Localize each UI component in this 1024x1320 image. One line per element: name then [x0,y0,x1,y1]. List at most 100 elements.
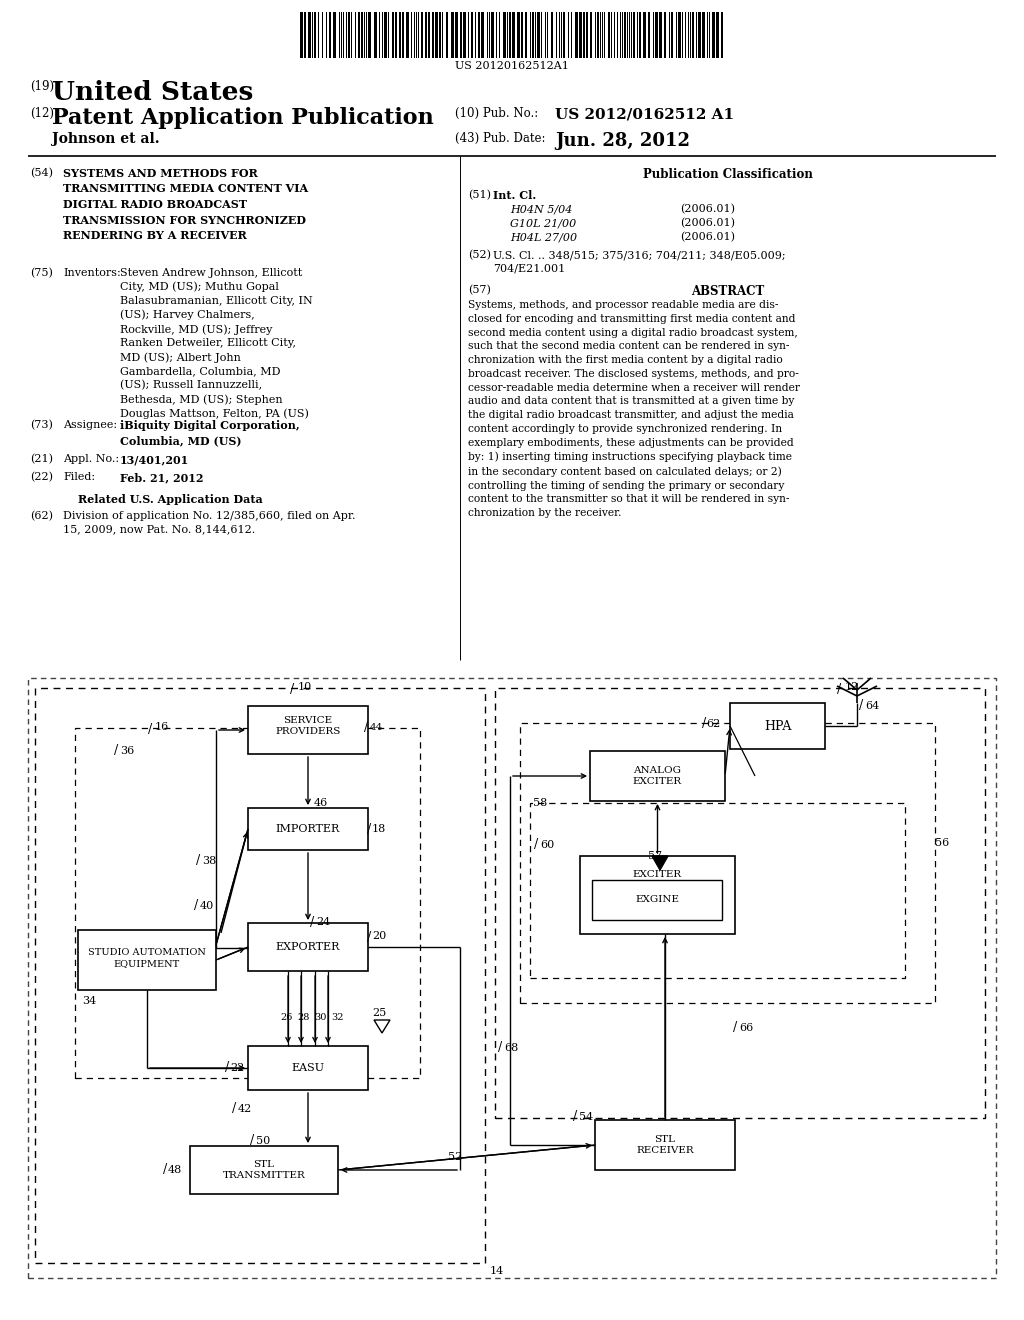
Bar [439,12,441,58]
Text: 24: 24 [316,917,331,927]
Bar [368,12,371,58]
Bar [563,12,565,58]
Bar [730,704,825,748]
Text: 54: 54 [579,1111,593,1122]
Bar [509,12,511,58]
Text: /: / [534,838,539,851]
Bar [463,12,466,58]
Text: 58: 58 [534,799,547,808]
Bar [481,12,484,58]
Text: Assignee:: Assignee: [63,420,117,430]
Bar [521,12,523,58]
Bar [358,12,360,58]
Text: 26: 26 [280,1012,293,1022]
Bar [664,12,666,58]
Bar [304,12,306,58]
Text: /: / [364,722,369,734]
Bar [583,12,585,58]
Text: (73): (73) [30,420,53,430]
Bar [435,12,438,58]
Bar [300,12,303,58]
Polygon shape [374,1020,390,1034]
Bar [495,688,985,1118]
Bar [580,855,735,935]
Text: Feb. 21, 2012: Feb. 21, 2012 [120,473,204,483]
Text: /: / [310,916,314,929]
Bar [460,12,462,58]
Bar [530,803,905,978]
Bar [624,12,626,58]
Text: /: / [367,822,372,836]
Bar [537,12,540,58]
Text: 20: 20 [372,931,386,941]
Text: Int. Cl.: Int. Cl. [493,190,537,201]
Text: 44: 44 [370,723,383,733]
Text: /: / [573,1110,578,1123]
Text: (12): (12) [30,107,54,120]
Bar [490,12,494,58]
Bar [384,12,387,58]
Text: Systems, methods, and processor readable media are dis-
closed for encoding and : Systems, methods, and processor readable… [468,300,800,517]
Text: 48: 48 [168,1166,182,1175]
Text: /: / [702,717,707,730]
Text: H04L 27/00: H04L 27/00 [510,232,578,242]
Text: Jun. 28, 2012: Jun. 28, 2012 [555,132,690,150]
Text: (21): (21) [30,454,53,465]
Text: /: / [148,723,153,737]
Text: U.S. Cl. .. 348/515; 375/316; 704/211; 348/E05.009;
704/E21.001: U.S. Cl. .. 348/515; 375/316; 704/211; 3… [493,249,785,273]
Bar [525,12,527,58]
Bar [455,12,458,58]
Text: /: / [290,682,294,696]
Text: Inventors:: Inventors: [63,268,121,279]
Bar [512,12,515,58]
Text: EASU: EASU [292,1063,325,1073]
Text: 36: 36 [120,746,134,756]
Text: (62): (62) [30,511,53,521]
Bar [478,12,480,58]
Bar [446,12,449,58]
Text: (2006.01): (2006.01) [680,205,735,214]
Text: (2006.01): (2006.01) [680,218,735,228]
Bar [608,12,610,58]
Bar [592,880,722,920]
Bar [721,12,723,58]
Text: 64: 64 [865,701,880,711]
Bar [712,12,715,58]
Text: Patent Application Publication: Patent Application Publication [52,107,434,129]
Bar [314,12,316,58]
Bar [248,1045,368,1090]
Text: EXCITER: EXCITER [633,870,682,879]
Bar [432,12,434,58]
Bar [698,12,701,58]
Text: /: / [163,1163,167,1176]
Text: SYSTEMS AND METHODS FOR
TRANSMITTING MEDIA CONTENT VIA
DIGITAL RADIO BROADCAST
T: SYSTEMS AND METHODS FOR TRANSMITTING MED… [63,168,308,242]
Text: /: / [225,1060,229,1073]
Text: Appl. No.:: Appl. No.: [63,454,119,465]
Bar [648,12,650,58]
Text: Filed:: Filed: [63,473,95,482]
Text: /: / [114,744,118,756]
Text: 34: 34 [82,997,96,1006]
Text: (2006.01): (2006.01) [680,232,735,243]
Text: 32: 32 [331,1012,343,1022]
Bar [35,688,485,1263]
Text: /: / [194,899,199,912]
Text: 28: 28 [297,1012,309,1022]
Text: Johnson et al.: Johnson et al. [52,132,160,147]
Text: 66: 66 [739,1023,754,1034]
Bar [248,923,368,972]
Text: 46: 46 [314,799,329,808]
Bar [28,678,996,1278]
Text: /: / [232,1102,237,1115]
Bar [421,12,423,58]
Text: 13/401,201: 13/401,201 [120,454,189,465]
Text: EXPORTER: EXPORTER [275,942,340,952]
Text: iBiquity Digital Corporation,
Columbia, MD (US): iBiquity Digital Corporation, Columbia, … [120,420,300,446]
Text: ABSTRACT: ABSTRACT [691,285,765,298]
Text: (51): (51) [468,190,490,201]
Bar [425,12,427,58]
Bar [643,12,646,58]
Text: 10: 10 [298,682,312,692]
Text: /: / [859,700,863,711]
Bar [78,931,216,990]
